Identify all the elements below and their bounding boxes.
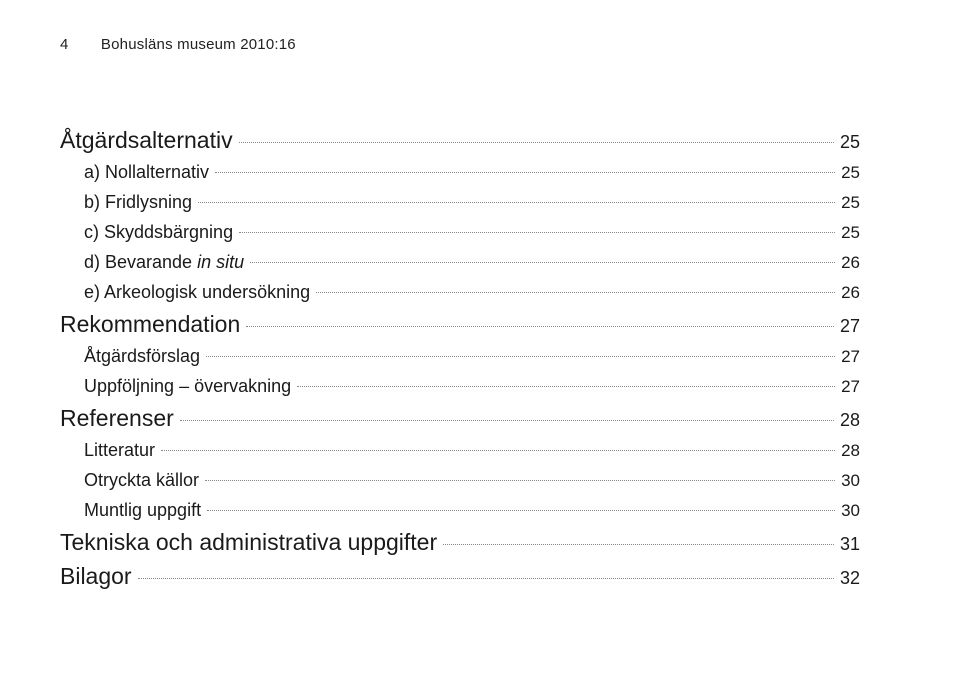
toc-entry-page: 27 [837,372,860,402]
toc-entry-label: Muntlig uppgift [60,495,205,525]
toc-entry-page: 30 [837,466,860,496]
toc-row: Muntlig uppgift 30 [60,495,860,525]
toc-row: Åtgärdsförslag 27 [60,341,860,371]
toc-leader-dots [239,142,834,143]
toc-row: Åtgärdsalternativ 25 [60,123,860,157]
toc-row: b) Fridlysning 25 [60,187,860,217]
toc-entry-label: Åtgärdsalternativ [60,123,237,157]
toc-entry-page: 28 [836,403,860,437]
toc-leader-dots [206,356,835,357]
toc-leader-dots [205,480,835,481]
toc-entry-label: Tekniska och administrativa uppgifter [60,525,441,559]
toc-entry-label: a) Nollalternativ [60,157,213,187]
toc-entry-label: d) Bevarande in situ [60,247,248,277]
toc-entry-page: 27 [837,342,860,372]
toc-entry-page: 26 [837,248,860,278]
toc-entry-label: b) Fridlysning [60,187,196,217]
table-of-contents: Åtgärdsalternativ25a) Nollalternativ25b)… [60,123,860,593]
toc-entry-label: Åtgärdsförslag [60,341,204,371]
toc-leader-dots [239,232,835,233]
toc-row: a) Nollalternativ 25 [60,157,860,187]
toc-row: Otryckta källor 30 [60,465,860,495]
page-number: 4 [60,36,69,53]
toc-entry-label: Bilagor [60,559,136,593]
toc-leader-dots [198,202,835,203]
toc-row: Referenser 28 [60,401,860,435]
toc-entry-page: 25 [837,188,860,218]
toc-entry-page: 28 [837,436,860,466]
toc-entry-label: Otryckta källor [60,465,203,495]
toc-entry-page: 30 [837,496,860,526]
toc-row: Uppföljning – övervakning 27 [60,371,860,401]
toc-entry-label: Rekommendation [60,307,244,341]
toc-leader-dots [207,510,835,511]
toc-entry-label: Uppföljning – övervakning [60,371,295,401]
toc-row: Litteratur 28 [60,435,860,465]
page: 4 Bohusläns museum 2010:16 Åtgärdsaltern… [0,0,960,678]
toc-entry-page: 25 [836,125,860,159]
toc-entry-page: 27 [836,309,860,343]
toc-leader-dots [215,172,835,173]
running-header: 4 Bohusläns museum 2010:16 [60,36,860,53]
toc-leader-dots [138,578,834,579]
toc-leader-dots [316,292,835,293]
toc-row: Bilagor 32 [60,559,860,593]
toc-leader-dots [443,544,834,545]
toc-entry-label: e) Arkeologisk undersökning [60,277,314,307]
toc-entry-page: 32 [836,561,860,595]
toc-leader-dots [246,326,834,327]
toc-entry-label: Litteratur [60,435,159,465]
toc-row: Tekniska och administrativa uppgifter 31 [60,525,860,559]
toc-entry-label: Referenser [60,401,178,435]
toc-entry-page: 31 [836,527,860,561]
toc-entry-page: 25 [837,218,860,248]
toc-leader-dots [180,420,834,421]
toc-row: e) Arkeologisk undersökning 26 [60,277,860,307]
toc-entry-page: 25 [837,158,860,188]
toc-row: Rekommendation 27 [60,307,860,341]
toc-row: c) Skyddsbärgning 25 [60,217,860,247]
toc-entry-page: 26 [837,278,860,308]
toc-leader-dots [297,386,835,387]
toc-leader-dots [161,450,835,451]
toc-row: d) Bevarande in situ 26 [60,247,860,277]
toc-leader-dots [250,262,835,263]
running-title: Bohusläns museum 2010:16 [101,36,296,53]
toc-entry-label: c) Skyddsbärgning [60,217,237,247]
